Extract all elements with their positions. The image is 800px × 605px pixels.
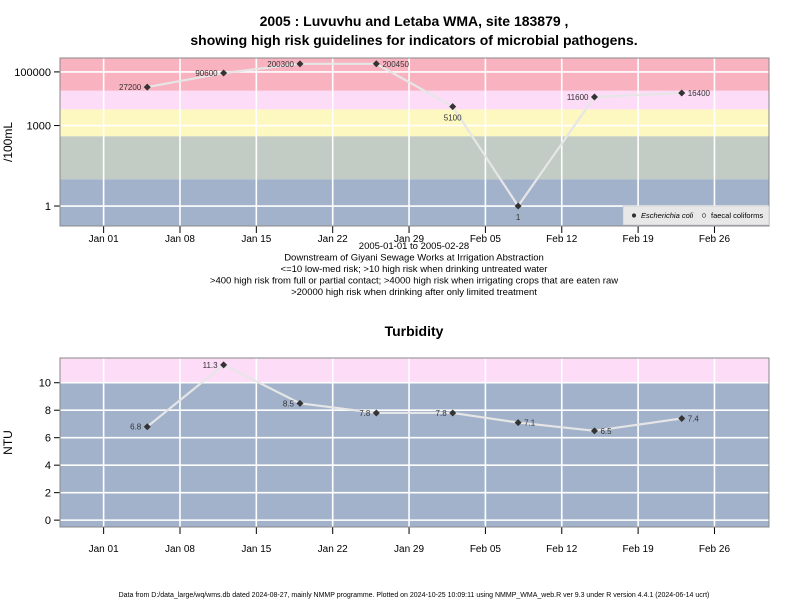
turbidity-data-label: 6.5 xyxy=(600,427,612,436)
microbial-data-point xyxy=(143,83,151,91)
microbial-xtick-label: Jan 01 xyxy=(89,234,119,245)
microbial-data-point xyxy=(449,103,457,111)
turbidity-xtick-label: Jan 08 xyxy=(165,544,195,555)
turbidity-data-point xyxy=(143,423,151,431)
legend-marker xyxy=(701,213,707,218)
caption-line: <=10 low-med risk; >10 high risk when dr… xyxy=(281,264,548,275)
turbidity-ytick-label: 4 xyxy=(45,460,51,472)
caption-line: Downstream of Giyani Sewage Works at Irr… xyxy=(284,253,544,264)
microbial-xtick-label: Jan 22 xyxy=(318,234,348,245)
turbidity-panel: Jan 01 Jan 08 Jan 15 Jan 22 Jan 29 Feb 05 Feb … xyxy=(1,357,770,555)
turbidity-xtick-label: Jan 29 xyxy=(394,544,424,555)
turbidity-data-point xyxy=(514,419,522,427)
microbial-ytick-label: 1 xyxy=(45,201,51,213)
microbial-band-1 xyxy=(60,136,769,180)
microbial-data-label: 5100 xyxy=(444,114,462,123)
turbidity-data-point xyxy=(590,427,598,435)
microbial-data-point xyxy=(372,60,380,68)
microbial-plot-frame xyxy=(59,57,770,227)
microbial-data-label: 90600 xyxy=(195,69,218,78)
microbial-xtick-label: Jan 15 xyxy=(241,234,271,245)
caption-line: >20000 high risk when drinking after onl… xyxy=(291,287,537,298)
turbidity-data-label: 7.8 xyxy=(436,409,448,418)
microbial-data-label: 16400 xyxy=(688,89,711,98)
caption-line: >400 high risk from full or partial cont… xyxy=(210,276,618,287)
microbial-data-point xyxy=(220,69,228,77)
footer-note: Data from D:/data_large/wq/wms.db dated … xyxy=(119,592,710,599)
turbidity-data-point xyxy=(372,409,380,417)
caption-line: 2005-01-01 to 2005-02-28 xyxy=(359,241,469,252)
turbidity-data-label: 8.5 xyxy=(283,399,295,408)
turbidity-xtick-label: Jan 01 xyxy=(89,544,119,555)
turbidity-xtick-label: Jan 22 xyxy=(318,544,348,555)
turbidity-xtick-label: Feb 19 xyxy=(623,544,655,555)
microbial-ytick-label: 1000 xyxy=(27,121,51,133)
microbial-data-label: 27200 xyxy=(119,83,142,92)
microbial-legend: Escherichia coli faecal coliforms xyxy=(622,205,770,226)
microbial-data-label: 1 xyxy=(516,213,521,222)
turbidity-plot-frame xyxy=(59,357,770,528)
turbidity-xtick-label: Feb 26 xyxy=(699,544,731,555)
legend-box xyxy=(622,205,770,226)
turbidity-title: Turbidity xyxy=(385,323,444,339)
legend-marker xyxy=(631,213,637,218)
chart-title-line2: showing high risk guidelines for indicat… xyxy=(190,32,637,48)
microbial-panel: Jan 01 Jan 08 Jan 15 Jan 22 Jan 29 Feb 05 Feb … xyxy=(1,57,770,245)
microbial-xtick-label: Feb 05 xyxy=(470,234,502,245)
microbial-data-point xyxy=(296,60,304,68)
microbial-data-point xyxy=(590,93,598,101)
chart-title-line1: 2005 : Luvuvhu and Letaba WMA, site 1838… xyxy=(260,13,569,29)
microbial-data-point xyxy=(514,202,522,210)
microbial-xtick-label: Feb 19 xyxy=(623,234,655,245)
turbidity-xtick-label: Feb 05 xyxy=(470,544,502,555)
microbial-ytick-label: 100000 xyxy=(14,67,51,79)
turbidity-data-label: 7.1 xyxy=(524,419,536,428)
turbidity-data-point xyxy=(296,399,304,407)
turbidity-data-label: 11.3 xyxy=(203,361,219,370)
microbial-band-2 xyxy=(60,109,769,137)
turbidity-ytick-label: 6 xyxy=(45,433,51,445)
legend-entry-label: Escherichia coli xyxy=(641,211,693,220)
microbial-data-label: 200450 xyxy=(382,60,409,69)
turbidity-band-1 xyxy=(60,358,769,383)
turbidity-xtick-label: Jan 15 xyxy=(241,544,271,555)
microbial-xtick-label: Feb 26 xyxy=(699,234,731,245)
turbidity-data-point xyxy=(678,414,686,422)
turbidity-ytick-label: 0 xyxy=(45,515,51,527)
turbidity-data-label: 6.8 xyxy=(130,423,142,432)
turbidity-data-label: 7.8 xyxy=(359,409,371,418)
microbial-xtick-label: Jan 08 xyxy=(165,234,195,245)
turbidity-band-0 xyxy=(60,382,769,527)
turbidity-ytick-label: 2 xyxy=(45,488,51,500)
turbidity-data-point xyxy=(449,409,457,417)
legend-entry-label: faecal coliforms xyxy=(711,211,763,220)
turbidity-data-label: 7.4 xyxy=(688,414,700,423)
microbial-xtick-label: Jan 29 xyxy=(394,234,424,245)
turbidity-data-point xyxy=(220,361,228,369)
microbial-ylabel: /100mL xyxy=(1,122,15,162)
microbial-xtick-label: Feb 12 xyxy=(546,234,578,245)
turbidity-ylabel: NTU xyxy=(1,430,15,455)
turbidity-xtick-label: Feb 12 xyxy=(546,544,578,555)
turbidity-ytick-label: 10 xyxy=(39,378,51,390)
microbial-data-point xyxy=(678,89,686,97)
microbial-data-label: 200300 xyxy=(267,60,294,69)
turbidity-ytick-label: 8 xyxy=(45,405,51,417)
turbidity-series-line xyxy=(146,363,682,432)
microbial-data-label: 11600 xyxy=(567,93,589,102)
microbial-band-3 xyxy=(60,90,769,110)
microbial-series-line xyxy=(147,62,682,208)
